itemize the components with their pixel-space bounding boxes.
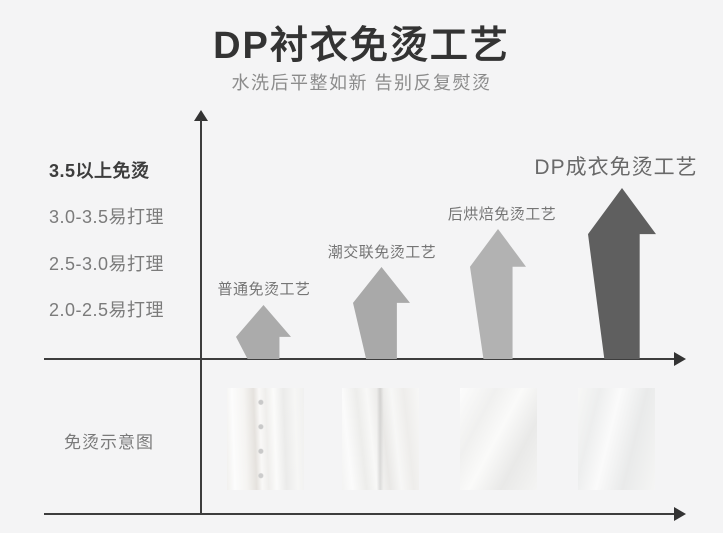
bar-arrow-dp-garment-noniron	[588, 188, 656, 359]
fabric-swatch-wrinkled-shirt-image	[227, 388, 304, 490]
fabric-swatch-light-crease-image	[460, 388, 537, 490]
page-title: DP衬衣免烫工艺	[213, 25, 510, 67]
y-axis-label-grade-3: 2.5-3.0易打理	[49, 254, 165, 274]
bottom-row-label: 免烫示意图	[64, 433, 154, 452]
bottom-axis-line	[44, 513, 676, 515]
bar-arrow-postbake-noniron	[470, 229, 526, 359]
category-label-ordinary-noniron: 普通免烫工艺	[217, 281, 311, 298]
x-axis-line	[44, 358, 676, 360]
category-label-postbake-noniron: 后烘焙免烫工艺	[447, 206, 557, 223]
fabric-swatch-creased-shirt-image	[342, 388, 419, 490]
bar-arrow-crosslink-noniron	[353, 267, 410, 359]
category-label-crosslink-noniron: 潮交联免烫工艺	[327, 244, 437, 261]
y-axis-label-grade-2: 3.0-3.5易打理	[49, 207, 165, 227]
page-subtitle: 水洗后平整如新 告别反复熨烫	[231, 73, 492, 93]
y-axis-label-grade-4: 2.0-2.5易打理	[49, 300, 165, 320]
category-label-dp-garment-noniron: DP成衣免烫工艺	[534, 156, 698, 179]
fabric-swatch-smooth-image	[578, 388, 655, 490]
y-axis-label-grade-top: 3.5以上免烫	[49, 161, 150, 181]
x-axis-arrowhead-right-icon	[674, 352, 686, 366]
bottom-axis-arrowhead-right-icon	[674, 507, 686, 521]
y-axis-arrowhead-up-icon	[194, 110, 208, 121]
bar-arrow-ordinary-noniron	[236, 305, 291, 359]
y-axis-line	[200, 120, 202, 515]
